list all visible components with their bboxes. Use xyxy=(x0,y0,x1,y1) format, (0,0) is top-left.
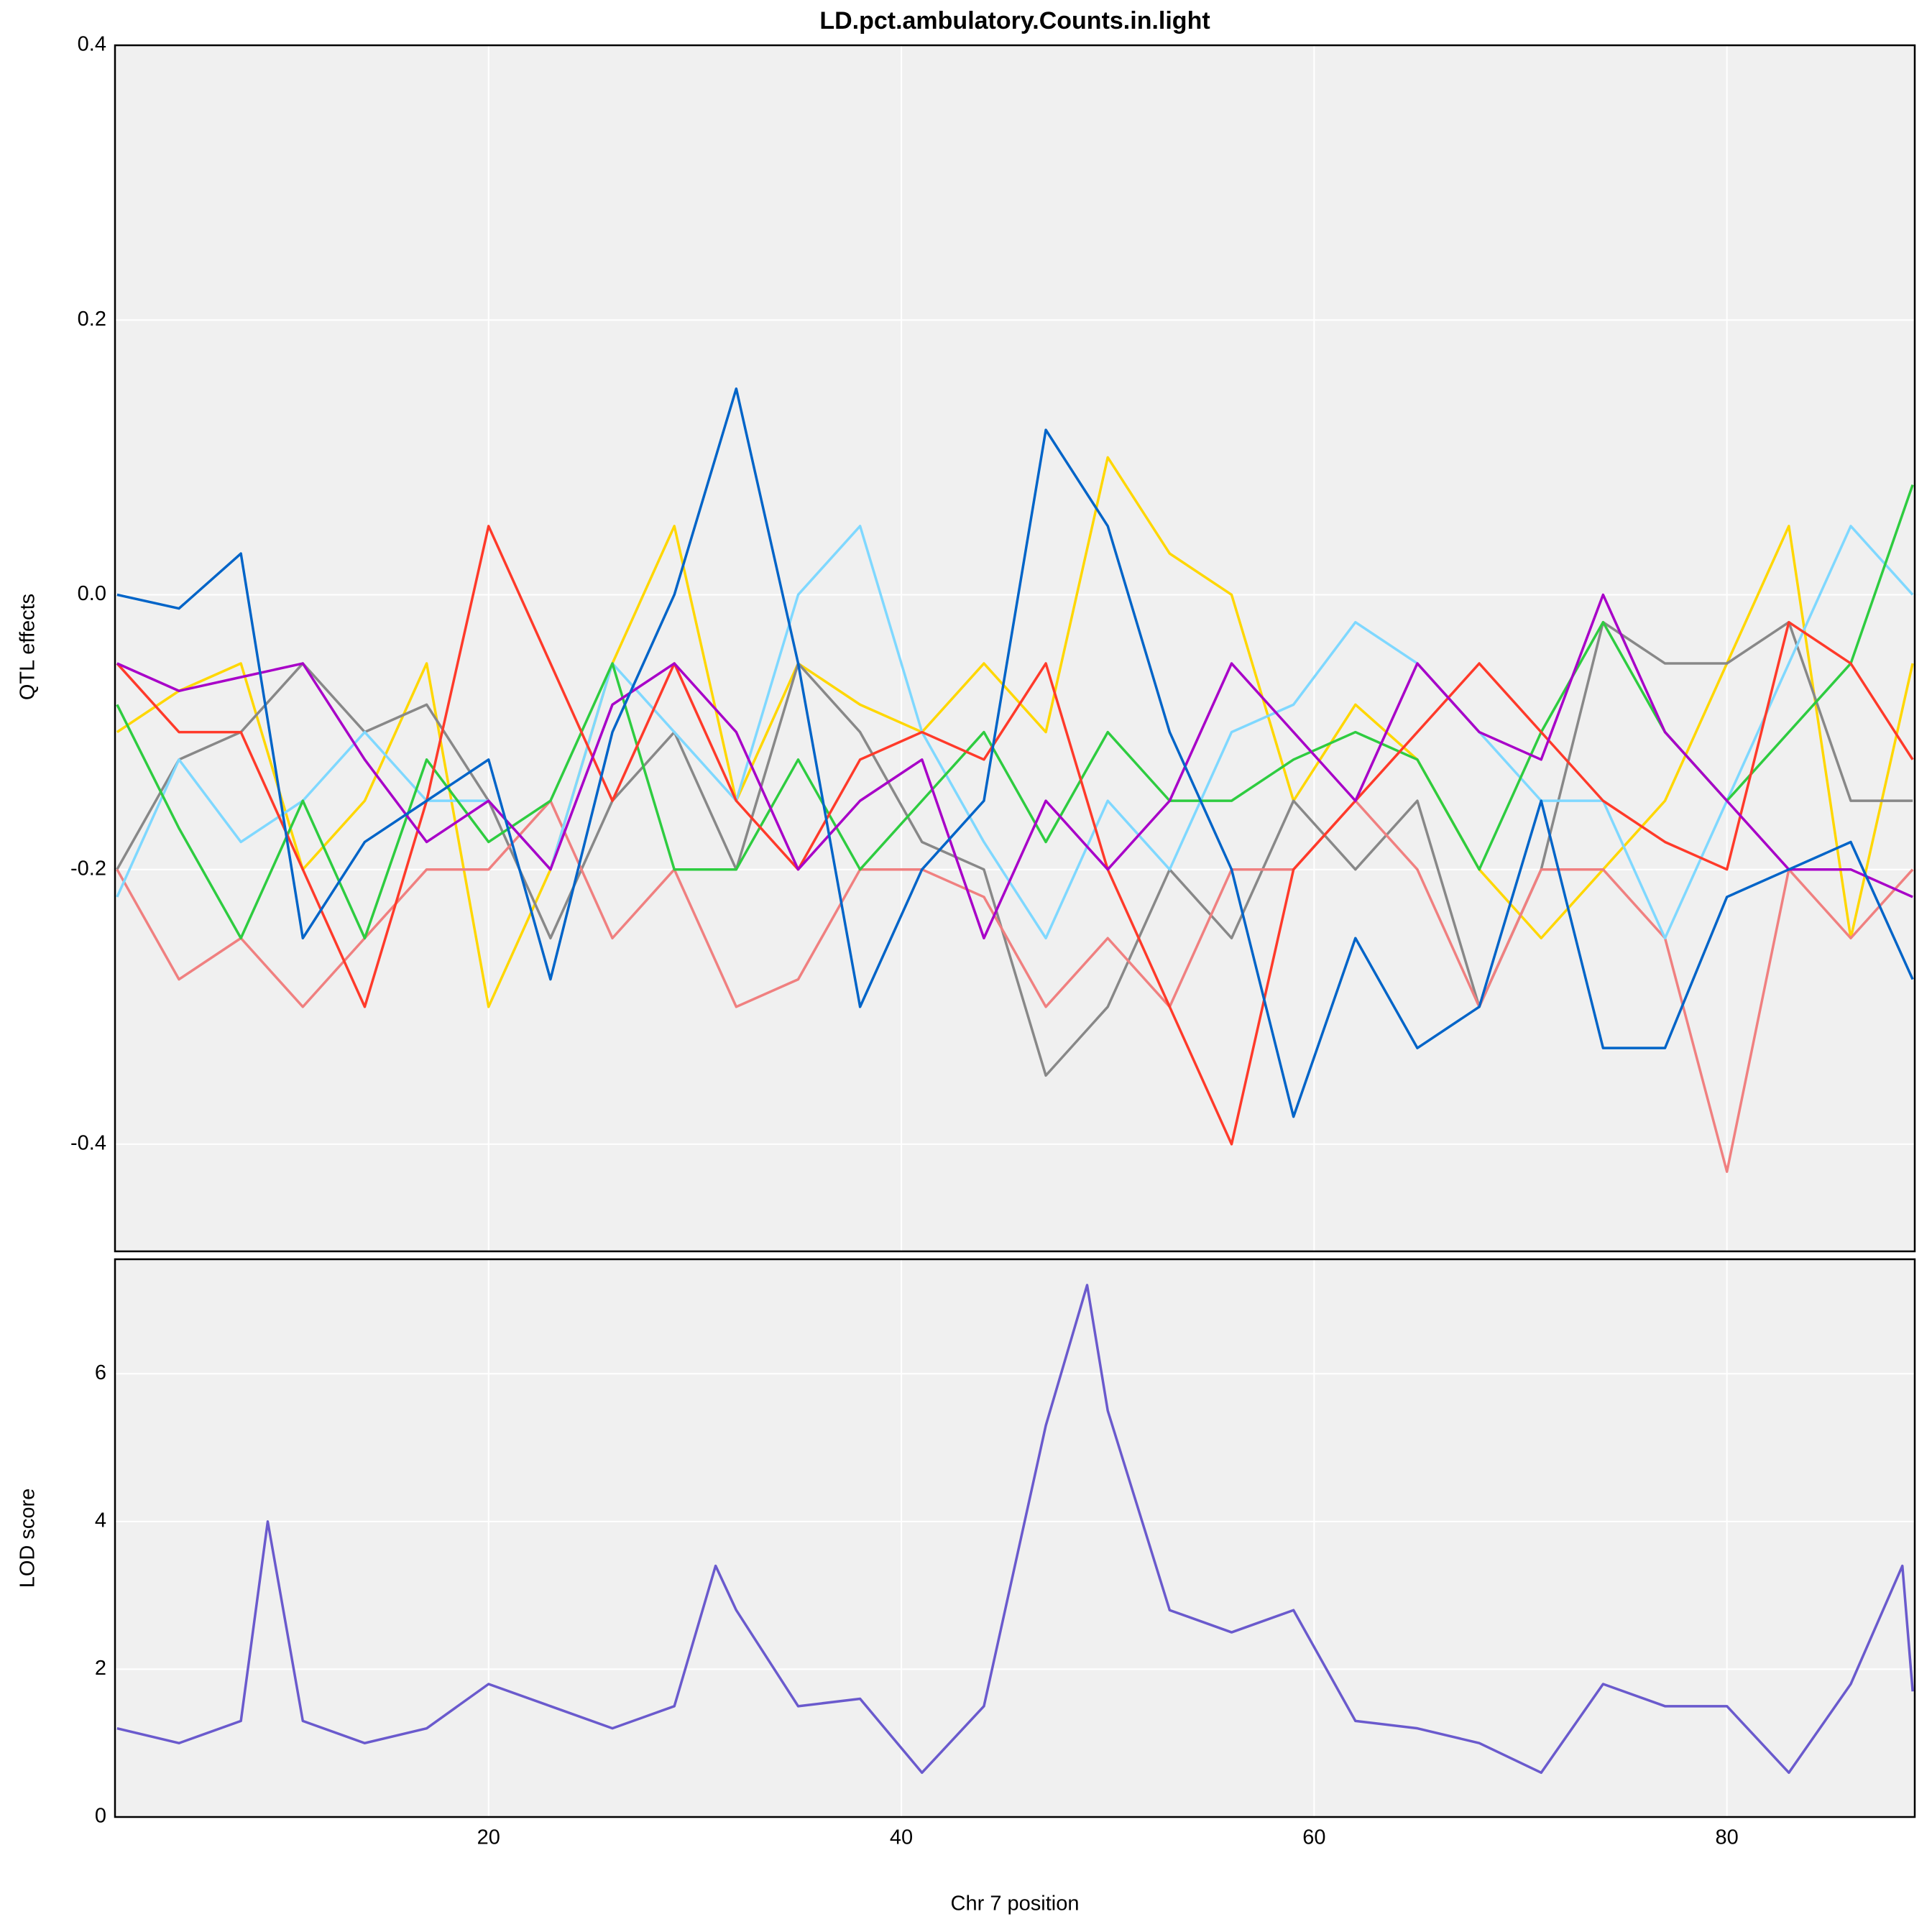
y-tick-label: 4 xyxy=(95,1509,106,1532)
series-line xyxy=(116,1284,1914,1775)
series-line xyxy=(116,799,1914,1173)
series-line xyxy=(116,620,1913,1077)
series-line xyxy=(116,525,1914,1146)
plot-background xyxy=(115,45,1915,1251)
x-tick-label: 20 xyxy=(477,1826,500,1849)
y-tick-label: 0 xyxy=(95,1805,106,1828)
plot-border xyxy=(114,1258,1916,1818)
plot-background xyxy=(115,1259,1915,1817)
x-tick-label: 80 xyxy=(1716,1826,1739,1849)
y-tick-label: 6 xyxy=(95,1361,106,1384)
y-axis-label: LOD score xyxy=(17,1489,40,1588)
series-line xyxy=(116,387,1914,1118)
x-tick-label: 40 xyxy=(890,1826,913,1849)
y-axis-label: QTL effects xyxy=(17,594,40,700)
y-tick-label: 2 xyxy=(95,1657,106,1680)
series-line xyxy=(116,456,1914,1008)
chart-title: LD.pct.ambulatory.Counts.in.light xyxy=(819,7,1210,34)
x-axis-label: Chr 7 position xyxy=(951,1892,1080,1915)
plot-border xyxy=(114,44,1916,1253)
y-tick-label: 0.0 xyxy=(78,582,106,605)
y-tick-label: 0.4 xyxy=(78,33,106,56)
y-tick-label: -0.4 xyxy=(70,1132,106,1155)
y-tick-label: -0.2 xyxy=(70,857,106,880)
x-tick-label: 60 xyxy=(1302,1826,1325,1849)
y-tick-label: 0.2 xyxy=(78,308,106,331)
series-line xyxy=(116,593,1913,940)
series-line xyxy=(116,484,1914,940)
